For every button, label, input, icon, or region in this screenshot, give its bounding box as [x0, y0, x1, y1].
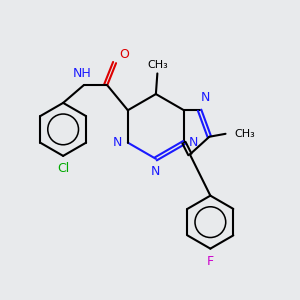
Text: NH: NH: [73, 67, 92, 80]
Text: N: N: [189, 136, 199, 149]
Text: N: N: [201, 92, 211, 104]
Text: CH₃: CH₃: [147, 60, 168, 70]
Text: N: N: [151, 165, 160, 178]
Text: F: F: [207, 255, 214, 268]
Text: CH₃: CH₃: [234, 129, 255, 139]
Text: Cl: Cl: [57, 162, 69, 176]
Text: O: O: [120, 48, 130, 61]
Text: N: N: [113, 136, 122, 149]
